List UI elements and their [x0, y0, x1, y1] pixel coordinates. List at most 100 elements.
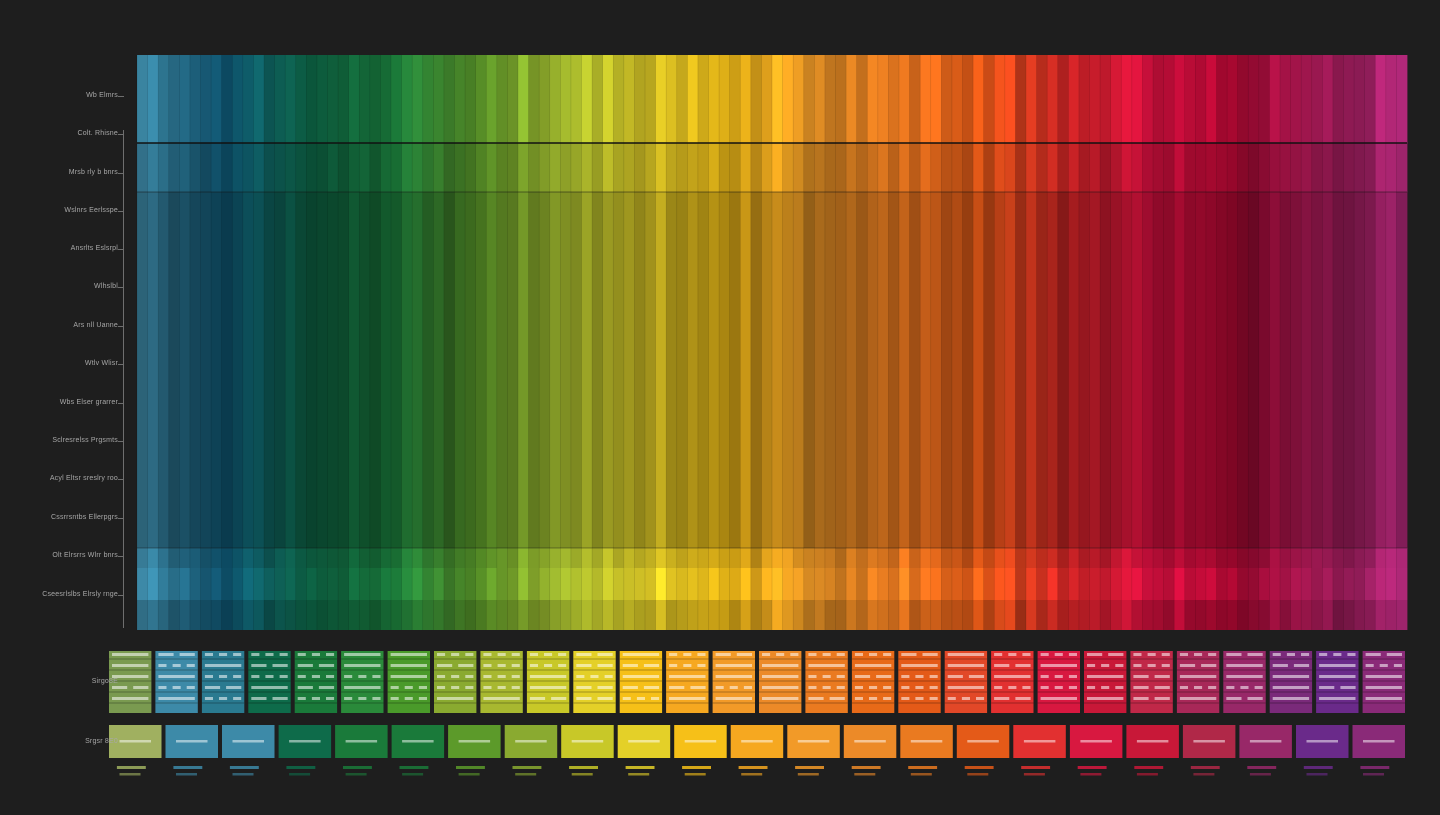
swatch-caption-mark	[1363, 773, 1384, 776]
legend-text-mark	[483, 664, 492, 667]
heatmap-cell	[983, 143, 995, 192]
heatmap-cell	[867, 143, 879, 192]
heatmap-cell	[782, 548, 794, 568]
legend-text-mark	[597, 653, 613, 656]
heatmap-cell	[1068, 143, 1080, 192]
heatmap-cell	[1301, 548, 1313, 568]
legend-text-mark	[451, 675, 460, 678]
heatmap-cell	[507, 600, 519, 630]
legend-text-mark	[994, 697, 1010, 700]
heatmap-cell	[1280, 568, 1291, 600]
heatmap-cell	[772, 192, 783, 548]
heatmap-cell	[867, 192, 879, 548]
heatmap-cell	[391, 548, 402, 568]
legend-text-mark	[1365, 653, 1381, 656]
heatmap-cell	[719, 568, 731, 600]
heatmap-cell	[1248, 548, 1260, 568]
heatmap-cell	[1142, 143, 1154, 192]
row-tick	[118, 96, 124, 97]
heatmap-cell	[697, 143, 709, 192]
legend-text-mark	[576, 664, 592, 667]
legend-text-mark	[854, 664, 892, 667]
heatmap-cell	[380, 548, 392, 568]
heatmap-cell	[846, 55, 858, 143]
swatch-caption-mark	[964, 766, 994, 769]
heatmap-cell	[803, 143, 815, 192]
heatmap-cell	[1311, 548, 1323, 568]
legend-text-mark	[1040, 686, 1049, 689]
legend-text-mark	[272, 697, 288, 700]
legend-text-mark	[622, 686, 638, 689]
heatmap-cell	[1354, 568, 1366, 600]
heatmap-cell	[528, 55, 540, 143]
legend-text-mark	[1115, 664, 1124, 667]
row-label: Olt Elrsrrs Wlrr bnrs	[52, 552, 118, 559]
heatmap-cell	[285, 55, 297, 143]
legend-text-mark	[762, 653, 771, 656]
swatch-caption-mark	[1303, 766, 1333, 769]
heatmap-cell	[1301, 192, 1313, 548]
heatmap-cell	[147, 192, 159, 548]
swatch-text-mark	[1193, 740, 1225, 743]
legend-block	[1084, 651, 1127, 713]
swatch-text-mark	[967, 740, 999, 743]
heatmap-cell	[295, 548, 307, 568]
heatmap-cell	[338, 600, 350, 630]
legend-text-mark	[1179, 686, 1188, 689]
heatmap-cell	[623, 600, 635, 630]
heatmap-cell	[179, 548, 191, 568]
legend-block	[248, 651, 291, 713]
legend-text-mark	[497, 675, 506, 678]
legend-text-mark	[251, 664, 267, 667]
heatmap-cell	[1248, 143, 1260, 192]
heatmap-cell	[899, 55, 910, 143]
heatmap-cell	[930, 600, 942, 630]
heatmap-cell	[486, 600, 498, 630]
legend-text-mark	[901, 675, 910, 678]
heatmap-cell	[560, 548, 572, 568]
legend-text-mark	[158, 653, 174, 656]
legend-text-mark	[1226, 653, 1242, 656]
heatmap-cell	[1184, 568, 1196, 600]
heatmap-cell	[1195, 548, 1207, 568]
heatmap-cell	[951, 548, 963, 568]
swatch-caption-mark	[173, 766, 203, 769]
heatmap-cell	[1385, 55, 1397, 143]
heatmap-cell	[338, 143, 350, 192]
heatmap-cell	[454, 548, 466, 568]
row-label: Mrsb rly b bnrs	[68, 169, 118, 176]
heatmap-cell	[496, 55, 508, 143]
heatmap-cell	[1131, 548, 1143, 568]
heatmap-cell	[676, 600, 688, 630]
heatmap-cell	[570, 568, 582, 600]
heatmap-cell	[1269, 548, 1281, 568]
heatmap-cell	[602, 548, 614, 568]
heatmap-cell	[1227, 568, 1239, 600]
legend-text-mark	[1087, 664, 1096, 667]
heatmap-cell	[253, 548, 265, 568]
heatmap-cell	[232, 548, 244, 568]
heatmap-cell	[1258, 143, 1270, 192]
legend-text-mark	[1015, 697, 1031, 700]
heatmap-cell	[486, 548, 498, 568]
heatmap-cell	[761, 600, 773, 630]
heatmap-cell	[877, 55, 889, 143]
heatmap-cell	[391, 55, 402, 143]
legend-block	[341, 651, 384, 713]
legend-text-mark	[1054, 653, 1063, 656]
legend-text-mark	[186, 664, 195, 667]
heatmap-cell	[242, 192, 254, 548]
heatmap-cell	[168, 600, 180, 630]
heatmap-cell	[782, 192, 794, 548]
legend-text-mark	[901, 697, 910, 700]
legend-text-mark	[762, 686, 799, 689]
swatch-caption-mark	[1136, 773, 1158, 776]
heatmap-cell	[581, 55, 593, 143]
heatmap-cell	[1174, 600, 1186, 630]
heatmap-cell	[539, 55, 551, 143]
legend-text-mark	[604, 675, 613, 678]
swatch-caption-mark	[1080, 773, 1102, 776]
heatmap-cell	[581, 143, 593, 192]
legend-text-mark	[204, 664, 242, 667]
row-label: Cssrrsntbs Ellerpgrs	[50, 514, 118, 521]
